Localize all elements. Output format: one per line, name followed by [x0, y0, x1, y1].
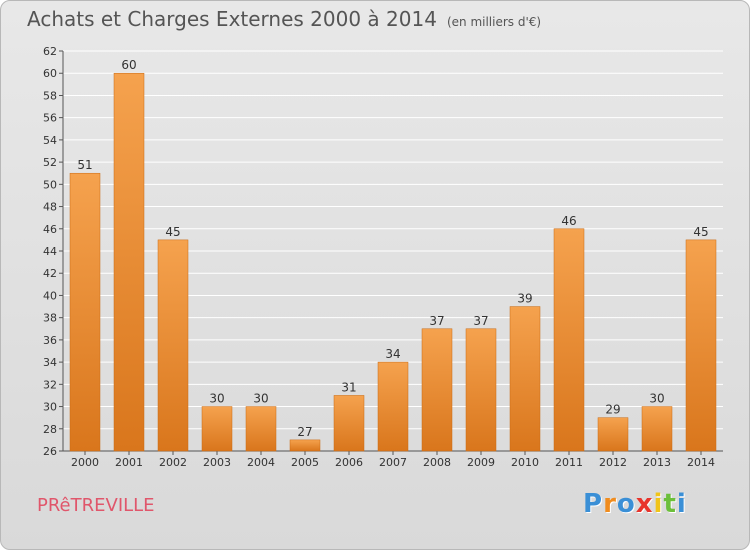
bar-2005 [289, 439, 321, 452]
x-tick-label-2003: 2003 [203, 456, 231, 469]
bar-2006 [333, 395, 365, 452]
y-tick-label: 58 [43, 89, 57, 102]
y-tick-label: 38 [43, 312, 57, 325]
chart-subtitle: (en milliers d'€) [446, 15, 542, 29]
logo-letter: t [663, 489, 677, 519]
y-tick-label: 30 [43, 401, 57, 414]
bar-2004 [245, 406, 277, 452]
data-label-2006: 31 [341, 380, 356, 394]
data-label-2013: 30 [649, 392, 664, 406]
x-tick-label-2012: 2012 [599, 456, 627, 469]
logo-letter: i [653, 489, 664, 519]
x-tick-label-2009: 2009 [467, 456, 495, 469]
bar-2013 [641, 406, 673, 452]
y-tick-label: 54 [43, 134, 57, 147]
x-tick-label-2008: 2008 [423, 456, 451, 469]
bar-2007 [377, 361, 409, 452]
bar-2010 [509, 306, 541, 452]
bar-2009 [465, 328, 497, 452]
axes: 26 28 30 32 34 36 38 40 42 44 46 48 50 52 54 56 58 60 62 20… [43, 45, 723, 469]
y-tick-label: 62 [43, 45, 57, 58]
x-tick-label-2001: 2001 [115, 456, 143, 469]
data-label-2001: 60 [121, 58, 136, 72]
data-label-2008: 37 [429, 314, 444, 328]
data-label-2009: 37 [473, 314, 488, 328]
y-tick-label: 46 [43, 223, 57, 236]
data-label-2003: 30 [209, 392, 224, 406]
data-label-2004: 30 [253, 392, 268, 406]
bar-2002 [157, 239, 189, 452]
bar-2014 [685, 239, 717, 452]
x-tick-label-2002: 2002 [159, 456, 187, 469]
y-tick-label: 44 [43, 245, 57, 258]
bar-2008 [421, 328, 453, 452]
y-tick-label: 28 [43, 423, 57, 436]
bar-2011 [553, 228, 585, 452]
logo-letter: i [676, 489, 687, 519]
x-tick-label-2013: 2013 [643, 456, 671, 469]
y-tick-label: 36 [43, 334, 57, 347]
x-tick-label-2006: 2006 [335, 456, 363, 469]
y-tick-label: 56 [43, 112, 57, 125]
data-labels: 51 60 45 30 30 27 31 34 37 37 39 46 29 30 45 [77, 58, 708, 439]
y-tick-label: 32 [43, 378, 57, 391]
data-label-2012: 29 [605, 403, 620, 417]
logo-letter: P [583, 489, 604, 519]
bar-2003 [201, 406, 233, 452]
y-tick-label: 42 [43, 267, 57, 280]
proxiti-logo[interactable]: Proxiti [583, 489, 687, 519]
chart-title: Achats et Charges Externes 2000 à 2014 [27, 7, 437, 31]
x-tick-label-2010: 2010 [511, 456, 539, 469]
bar-2000 [69, 172, 101, 452]
y-tick-label: 34 [43, 356, 57, 369]
data-label-2002: 45 [165, 225, 180, 239]
x-tick-label-2014: 2014 [687, 456, 715, 469]
y-tick-label: 40 [43, 289, 57, 302]
bar-2001 [113, 72, 145, 452]
x-tick-label-2005: 2005 [291, 456, 319, 469]
data-label-2011: 46 [561, 214, 576, 228]
bars [69, 72, 717, 452]
logo-letter: x [635, 489, 654, 519]
commune-name: PRêTREVILLE [37, 495, 155, 516]
y-tick-label: 26 [43, 445, 57, 458]
data-label-2005: 27 [297, 425, 312, 439]
data-label-2007: 34 [385, 347, 400, 361]
logo-letter: r [603, 489, 617, 519]
data-label-2000: 51 [77, 158, 92, 172]
x-tick-label-2000: 2000 [71, 456, 99, 469]
x-tick-label-2011: 2011 [555, 456, 583, 469]
data-label-2010: 39 [517, 292, 532, 306]
data-label-2014: 45 [693, 225, 708, 239]
y-tick-label: 50 [43, 178, 57, 191]
y-tick-label: 60 [43, 67, 57, 80]
y-tick-label: 52 [43, 156, 57, 169]
y-tick-label: 48 [43, 201, 57, 214]
title-block: Achats et Charges Externes 2000 à 2014 (e… [27, 7, 541, 31]
logo-letter: o [616, 489, 636, 519]
bar-2012 [597, 417, 629, 452]
x-tick-label-2004: 2004 [247, 456, 275, 469]
x-tick-label-2007: 2007 [379, 456, 407, 469]
